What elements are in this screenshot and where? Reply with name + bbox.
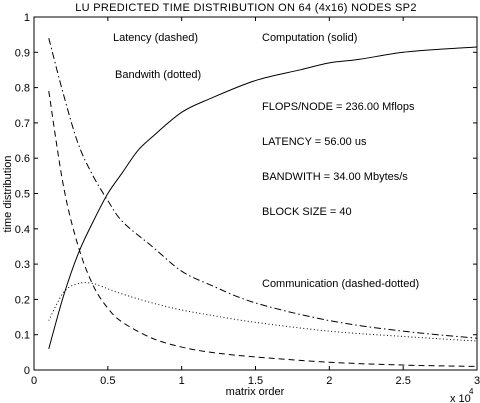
x-tick-label: 0	[31, 375, 37, 387]
annotation-latency-label: Latency (dashed)	[113, 32, 198, 44]
y-tick-label: 0.3	[15, 259, 30, 271]
x-tick-label: 1.5	[248, 375, 263, 387]
annotation-bandwidth-label: Bandwith (dotted)	[115, 69, 201, 81]
x-tick-label: 0.5	[100, 375, 115, 387]
y-tick-label: 0.1	[15, 330, 30, 342]
x-axis-label: matrix order	[226, 386, 285, 398]
annotation-flops: FLOPS/NODE = 236.00 Mflops	[262, 101, 415, 113]
y-tick-label: 0.7	[15, 118, 30, 130]
series-dashed-line	[48, 91, 478, 367]
x-tick-label: 2.5	[396, 375, 411, 387]
y-tick-label: 0	[24, 365, 30, 377]
series-dotted-line	[48, 282, 478, 342]
y-tick-label: 0.9	[15, 47, 30, 59]
annotation-computation-label: Computation (solid)	[262, 32, 357, 44]
series-dashed-dotted-line	[48, 38, 478, 339]
y-tick-label: 1	[24, 12, 30, 24]
y-axis: 0 0.1 0.2 0.3 0.4 0.5 0.6 0.7 0.8 0.9 1	[15, 12, 477, 377]
y-tick-label: 0.6	[15, 153, 30, 165]
plot-frame	[33, 16, 478, 371]
x-axis: 0 0.5 1 1.5 2 2.5 3	[31, 17, 480, 387]
y-tick-label: 0.5	[15, 189, 30, 201]
series-group	[48, 38, 478, 367]
y-tick-label: 0.8	[15, 83, 30, 95]
annotation-latency-value: LATENCY = 56.00 us	[262, 136, 367, 148]
y-tick-label: 0.2	[15, 294, 30, 306]
y-axis-label: time distribution	[2, 155, 14, 232]
annotation-bandwidth-value: BANDWITH = 34.00 Mbytes/s	[262, 171, 408, 183]
x-tick-label: 2	[326, 375, 332, 387]
x-tick-label: 1	[179, 375, 185, 387]
annotation-communication-label: Communication (dashed-dotted)	[262, 278, 419, 290]
x-multiplier-label: x 10	[450, 393, 471, 403]
chart-title: LU PREDICTED TIME DISTRIBUTION ON 64 (4x…	[75, 2, 416, 14]
x-multiplier-exponent: 4	[469, 387, 474, 396]
annotation-block-size: BLOCK SIZE = 40	[262, 206, 352, 218]
series-solid-line	[48, 46, 478, 349]
x-tick-label: 3	[474, 375, 480, 387]
y-tick-label: 0.4	[15, 224, 30, 236]
